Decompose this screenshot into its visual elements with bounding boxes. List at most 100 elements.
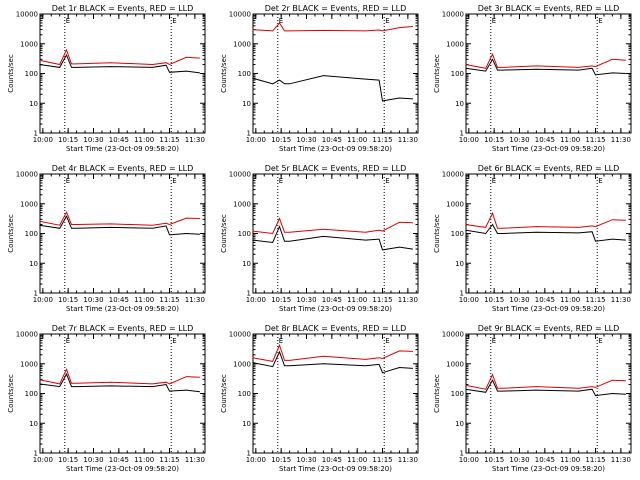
x-tick-label: 10:45 bbox=[322, 296, 342, 304]
x-tick-label: 10:45 bbox=[535, 456, 555, 464]
event-marker-label: E bbox=[598, 17, 602, 25]
y-tick-label: 1000 bbox=[233, 200, 251, 208]
event-marker-label: E bbox=[492, 17, 496, 25]
x-tick-label: 10:45 bbox=[535, 136, 555, 144]
lld-series-line bbox=[252, 217, 413, 235]
event-marker-label: E bbox=[385, 337, 389, 345]
x-tick-label: 11:15 bbox=[159, 136, 179, 144]
y-axis-label: Counts/sec bbox=[220, 54, 228, 93]
x-axis-label: Start Time (23-Oct-09 09:58:20) bbox=[66, 145, 179, 153]
chart-panel-6: Det 6r BLACK = Events, RED = LLD 1 10 100 10… bbox=[433, 164, 632, 313]
x-tick-label: 10:15 bbox=[271, 136, 291, 144]
events-series-line bbox=[252, 75, 413, 102]
y-tick-label: 1 bbox=[34, 450, 38, 458]
lld-series-line bbox=[252, 343, 413, 362]
y-tick-label: 10 bbox=[29, 100, 38, 108]
lld-series-line bbox=[39, 367, 200, 385]
y-tick-label: 1000 bbox=[446, 360, 464, 368]
x-tick-label: 11:15 bbox=[159, 456, 179, 464]
y-tick-label: 10 bbox=[242, 260, 251, 268]
y-tick-label: 100 bbox=[25, 390, 38, 398]
x-tick-label: 11:00 bbox=[560, 456, 580, 464]
y-tick-label: 1 bbox=[34, 290, 38, 298]
x-tick-label: 10:30 bbox=[83, 456, 103, 464]
events-series-line bbox=[465, 223, 626, 242]
event-marker-label: E bbox=[66, 177, 70, 185]
event-marker-label: E bbox=[172, 337, 176, 345]
x-axis-label: Start Time (23-Oct-09 09:58:20) bbox=[492, 145, 605, 153]
events-series-line bbox=[465, 58, 626, 76]
x-tick-label: 11:15 bbox=[585, 136, 605, 144]
chart-panel-9: Det 9r BLACK = Events, RED = LLD 1 10 100 10… bbox=[433, 324, 632, 473]
x-tick-label: 11:15 bbox=[372, 456, 392, 464]
x-tick-label: 11:15 bbox=[585, 456, 605, 464]
y-tick-label: 100 bbox=[451, 70, 464, 78]
x-tick-label: 11:30 bbox=[398, 296, 418, 304]
x-tick-label: 10:45 bbox=[109, 296, 129, 304]
x-tick-label: 10:15 bbox=[58, 296, 78, 304]
y-axis-label: Counts/sec bbox=[433, 374, 441, 413]
x-axis-label: Start Time (23-Oct-09 09:58:20) bbox=[279, 465, 392, 473]
chart-panel-2: Det 2r BLACK = Events, RED = LLD 1 10 100 10… bbox=[220, 4, 419, 153]
y-tick-label: 10000 bbox=[442, 171, 464, 179]
x-tick-label: 11:00 bbox=[347, 456, 367, 464]
x-tick-label: 11:30 bbox=[398, 456, 418, 464]
y-tick-label: 10 bbox=[455, 100, 464, 108]
x-tick-label: 10:45 bbox=[322, 456, 342, 464]
x-tick-label: 10:15 bbox=[271, 456, 291, 464]
x-tick-label: 10:30 bbox=[296, 136, 316, 144]
y-tick-label: 10 bbox=[242, 420, 251, 428]
lld-series-line bbox=[252, 22, 413, 32]
x-tick-label: 10:00 bbox=[246, 456, 266, 464]
x-tick-label: 10:15 bbox=[58, 136, 78, 144]
event-marker-label: E bbox=[279, 337, 283, 345]
x-tick-label: 10:30 bbox=[509, 296, 529, 304]
lld-series-line bbox=[39, 211, 200, 226]
lld-series-line bbox=[465, 211, 626, 229]
chart-panel-7: Det 7r BLACK = Events, RED = LLD 1 10 100 10… bbox=[7, 324, 206, 473]
x-tick-label: 11:00 bbox=[347, 296, 367, 304]
x-tick-label: 11:30 bbox=[611, 136, 631, 144]
x-tick-label: 11:15 bbox=[585, 296, 605, 304]
x-tick-label: 10:00 bbox=[246, 296, 266, 304]
y-tick-label: 10000 bbox=[16, 171, 38, 179]
chart-title: Det 1r BLACK = Events, RED = LLD bbox=[52, 4, 194, 13]
plot-frame bbox=[39, 173, 206, 294]
y-tick-label: 10000 bbox=[16, 331, 38, 339]
x-tick-label: 10:00 bbox=[246, 136, 266, 144]
chart-panel-3: Det 3r BLACK = Events, RED = LLD 1 10 100 10… bbox=[433, 4, 632, 153]
events-series-line bbox=[39, 215, 200, 236]
plot-frame bbox=[39, 13, 206, 134]
x-axis-label: Start Time (23-Oct-09 09:58:20) bbox=[279, 305, 392, 313]
events-series-line bbox=[252, 350, 413, 374]
plot-frame bbox=[465, 333, 632, 454]
y-tick-label: 1000 bbox=[446, 40, 464, 48]
plot-frame bbox=[39, 333, 206, 454]
x-tick-label: 11:00 bbox=[134, 296, 154, 304]
y-tick-label: 1 bbox=[460, 130, 464, 138]
x-tick-label: 10:45 bbox=[109, 456, 129, 464]
x-axis-label: Start Time (23-Oct-09 09:58:20) bbox=[492, 465, 605, 473]
x-tick-label: 10:30 bbox=[509, 456, 529, 464]
plot-frame bbox=[252, 173, 419, 294]
y-tick-label: 100 bbox=[238, 230, 251, 238]
lld-series-line bbox=[39, 48, 200, 66]
x-axis-label: Start Time (23-Oct-09 09:58:20) bbox=[279, 145, 392, 153]
event-marker-label: E bbox=[598, 337, 602, 345]
y-tick-label: 1000 bbox=[446, 200, 464, 208]
event-marker-label: E bbox=[385, 177, 389, 185]
y-axis-label: Counts/sec bbox=[7, 54, 15, 93]
event-marker-label: E bbox=[279, 177, 283, 185]
event-marker-label: E bbox=[598, 177, 602, 185]
y-axis-label: Counts/sec bbox=[220, 214, 228, 253]
chart-title: Det 3r BLACK = Events, RED = LLD bbox=[478, 4, 620, 13]
x-axis-label: Start Time (23-Oct-09 09:58:20) bbox=[66, 305, 179, 313]
chart-panel-5: Det 5r BLACK = Events, RED = LLD 1 10 100 10… bbox=[220, 164, 419, 313]
y-tick-label: 1 bbox=[34, 130, 38, 138]
x-tick-label: 10:15 bbox=[484, 136, 504, 144]
x-tick-label: 10:15 bbox=[58, 456, 78, 464]
x-tick-label: 11:30 bbox=[185, 296, 205, 304]
plot-frame bbox=[252, 333, 419, 454]
x-tick-label: 11:00 bbox=[134, 456, 154, 464]
x-tick-label: 11:30 bbox=[611, 456, 631, 464]
